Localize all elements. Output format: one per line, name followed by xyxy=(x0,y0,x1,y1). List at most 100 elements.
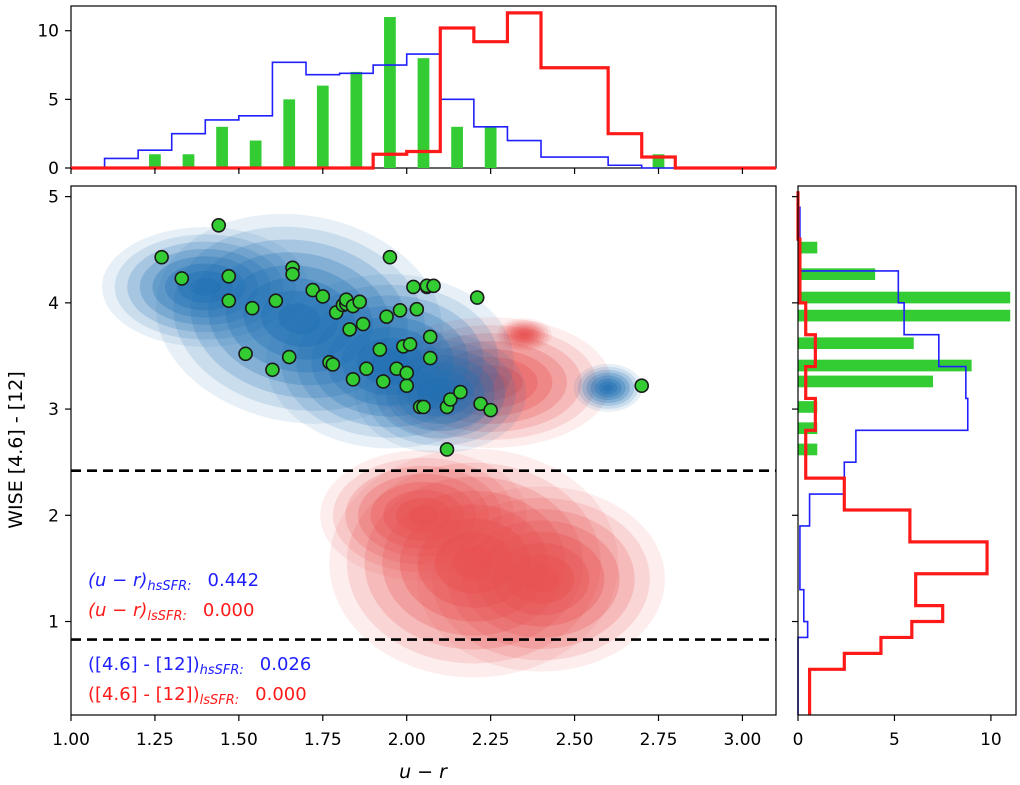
right-hist-green-bar-1 xyxy=(798,422,818,435)
contours-red-level-1-blob-0 xyxy=(346,462,601,664)
right-hist-green-bar-3 xyxy=(798,375,934,388)
top-hist-green-bar-8 xyxy=(283,99,296,168)
right-x-tick-label-0: 0 xyxy=(793,730,804,750)
scatter-point-24 xyxy=(355,316,371,332)
scatter-point-0 xyxy=(154,249,169,265)
right-histogram-background xyxy=(798,186,1016,715)
x-tick-label-8: 3.00 xyxy=(723,730,761,750)
ur-hsSFR-annotation: (u − r)hsSFR: 0.442 xyxy=(88,570,259,594)
contours-red-level-0-blob-2 xyxy=(320,449,527,581)
x-tick-label-5: 2.25 xyxy=(472,730,510,750)
contours-red-level-0-blob-3 xyxy=(370,317,612,448)
scatter-point-26 xyxy=(372,342,388,357)
scatter-point-39 xyxy=(416,399,431,415)
right-histogram-frame xyxy=(797,185,1017,716)
top-y-tick-label-1: 5 xyxy=(48,90,59,110)
scatter-point-34 xyxy=(399,365,415,381)
right-hist-step-lsSFR xyxy=(796,191,989,715)
scatter-point-51 xyxy=(483,402,498,418)
y-tick-label-3: 4 xyxy=(48,294,59,314)
scatter-point-3 xyxy=(221,268,237,284)
contours-blue-level-6-blob-4 xyxy=(598,381,618,395)
contours-red-level-6-blob-0 xyxy=(435,532,513,594)
scatter-point-29 xyxy=(382,249,398,265)
contours-red-level-7-blob-4 xyxy=(520,332,529,338)
contours-red-level-5-blob-2 xyxy=(383,489,464,541)
contours-red-level-3-blob-0 xyxy=(382,490,566,636)
contours-red-level-6-blob-2 xyxy=(395,497,452,533)
contours-red-level-1-blob-3 xyxy=(384,325,597,440)
scatter-point-52 xyxy=(634,378,650,394)
contours-blue-level-7-blob-2 xyxy=(190,278,221,296)
scatter-point-27 xyxy=(375,374,391,389)
contours-red-level-5-blob-3 xyxy=(443,357,538,409)
scatter-point-35 xyxy=(402,336,418,352)
scatter-point-49 xyxy=(469,290,485,305)
contours-red-level-5-blob-4 xyxy=(513,328,535,342)
top-histogram xyxy=(71,11,776,170)
top-hist-green-bar-30 xyxy=(652,154,665,168)
top-hist-green-bar-2 xyxy=(182,154,195,168)
scatter-point-31 xyxy=(392,302,408,318)
contours-blue-level-3-blob-2 xyxy=(139,248,271,325)
contours-blue-level-3-blob-0 xyxy=(208,252,391,386)
scatter-point-1 xyxy=(174,271,190,286)
x-tick-label-3: 1.75 xyxy=(304,730,342,750)
contours-red-level-7-blob-3 xyxy=(473,372,509,393)
x-tick-label-1: 1.25 xyxy=(136,730,174,750)
scatter-point-37 xyxy=(409,301,425,317)
contours-blue-level-0-blob-4 xyxy=(573,363,643,412)
contours-red-level-6-blob-4 xyxy=(516,330,532,340)
contours-blue-level-4-blob-0 xyxy=(225,265,373,373)
scatter-point-11 xyxy=(285,266,300,282)
scatter-point-12 xyxy=(305,282,321,298)
scatter-point-23 xyxy=(352,294,368,310)
contours-red-level-5-blob-1 xyxy=(492,542,590,616)
contours-red-level-4-blob-1 xyxy=(477,531,605,627)
contours-red-level-6-blob-1 xyxy=(507,554,575,604)
contours-red-level-1-blob-2 xyxy=(332,457,515,573)
right-x-tick-label-1: 5 xyxy=(889,730,900,750)
contours-red-level-3-blob-2 xyxy=(358,473,489,557)
contours-red-level-7-blob-0 xyxy=(452,546,496,580)
contours-red-level-3-blob-4 xyxy=(506,324,542,346)
top-hist-step-hsSFR xyxy=(71,53,776,169)
scatter-point-4 xyxy=(221,293,237,309)
contours-blue-level-4-blob-4 xyxy=(590,375,626,401)
scatter-point-5 xyxy=(238,346,253,362)
scatter-point-15 xyxy=(325,357,341,372)
contours-red-level-0-blob-4 xyxy=(496,318,552,352)
y-tick-label-2: 3 xyxy=(48,400,59,420)
contours-blue-level-7-blob-4 xyxy=(603,384,614,392)
lsSFR-density-contours xyxy=(320,317,665,678)
ur-lsSFR-annotation: (u − r)lsSFR: 0.000 xyxy=(88,600,254,624)
contours-red-level-2-blob-0 xyxy=(364,476,584,650)
scatter-point-21 xyxy=(345,372,361,387)
y-axis-label: WISE [4.6] - [12] xyxy=(5,371,27,528)
right-hist-green-bar-7 xyxy=(798,291,1011,304)
contours-red-level-0-blob-1 xyxy=(417,486,665,672)
right-hist-green-bar-2 xyxy=(798,401,818,413)
x-tick-label-7: 2.75 xyxy=(640,730,678,750)
scatter-point-6 xyxy=(244,300,260,316)
top-hist-green-bar-0 xyxy=(149,154,161,168)
y-tick-label-0: 1 xyxy=(48,613,59,633)
top-hist-green-bar-6 xyxy=(249,140,262,168)
contours-red-level-1-blob-4 xyxy=(500,320,549,350)
main-plot-frame xyxy=(70,185,777,716)
top-hist-green-bar-4 xyxy=(216,126,228,168)
top-hist-green-bar-10 xyxy=(316,85,329,168)
contours-red-level-5-blob-0 xyxy=(417,518,531,608)
scatter-point-20 xyxy=(342,322,357,337)
contours-red-level-2-blob-2 xyxy=(345,465,502,565)
right-hist-green-bar-8 xyxy=(798,268,876,281)
scatter-point-13 xyxy=(315,289,331,304)
contours-red-level-7-blob-2 xyxy=(408,505,439,525)
contours-red-level-1-blob-1 xyxy=(432,497,650,661)
scatter-point-36 xyxy=(406,279,421,295)
y-tick-label-1: 2 xyxy=(48,506,59,526)
top-hist-green-bar-20 xyxy=(484,126,497,168)
scatter-point-28 xyxy=(379,309,394,324)
contours-blue-level-2-blob-2 xyxy=(127,241,284,333)
